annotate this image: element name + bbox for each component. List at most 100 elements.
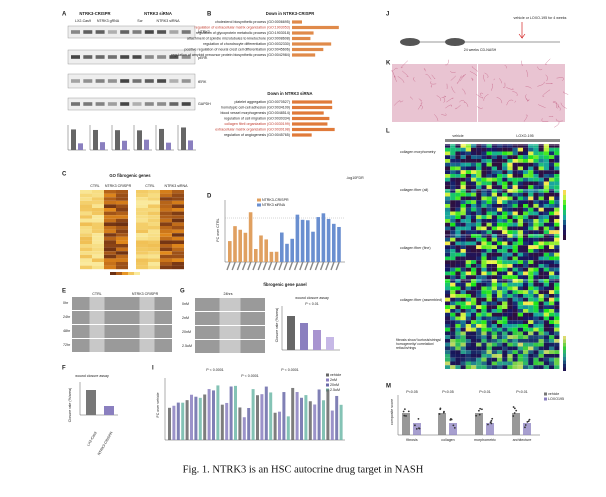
heat-cell — [554, 332, 559, 336]
heat-cell — [533, 185, 538, 189]
heat-cell — [513, 324, 518, 328]
heat-cell — [539, 343, 544, 347]
heat-cell — [507, 219, 512, 223]
row-label: collagen fiber (assembled) — [400, 298, 442, 302]
heat-cell — [507, 350, 512, 354]
heat-cell — [497, 197, 502, 201]
heat-cell — [80, 194, 92, 198]
heat-cell — [513, 268, 518, 272]
heat-cell — [148, 258, 160, 262]
heat-cell — [533, 204, 538, 208]
heat-cell — [544, 283, 549, 287]
heat-cell — [136, 197, 148, 201]
heat-cell — [455, 283, 460, 287]
heat-cell — [507, 309, 512, 313]
heat-cell — [554, 208, 559, 212]
heat-cell — [554, 320, 559, 324]
heat-cell — [160, 212, 172, 216]
heat-cell — [539, 178, 544, 182]
heat-cell — [466, 350, 471, 354]
heat-cell — [455, 223, 460, 227]
heat-cell — [518, 182, 523, 186]
heat-cell — [492, 305, 497, 309]
heat-cell — [518, 163, 523, 167]
heat-cell — [549, 350, 554, 354]
heat-cell — [497, 287, 502, 291]
heat-cell — [92, 230, 104, 234]
col-label: vehicle — [452, 134, 463, 138]
heat-cell — [471, 148, 476, 152]
heat-cell — [160, 266, 172, 270]
heat-cell — [533, 174, 538, 178]
heat-cell — [445, 230, 450, 234]
heat-cell — [450, 219, 455, 223]
heat-cell — [466, 249, 471, 253]
heat-cell — [554, 275, 559, 279]
heat-cell — [497, 290, 502, 294]
heat-cell — [528, 204, 533, 208]
heat-cell — [533, 144, 538, 148]
heat-cell — [487, 230, 492, 234]
band — [108, 30, 117, 34]
heat-cell — [544, 234, 549, 238]
heat-cell — [116, 190, 128, 194]
heat-cell — [549, 264, 554, 268]
heat-cell — [539, 170, 544, 174]
heat-cell — [461, 200, 466, 204]
heat-cell — [523, 253, 528, 257]
bar — [203, 394, 206, 440]
heat-cell — [445, 208, 450, 212]
heat-cell — [471, 317, 476, 321]
row-label: 20nM — [182, 330, 191, 334]
heat-cell — [455, 350, 460, 354]
heat-cell — [523, 317, 528, 321]
heat-cell — [471, 362, 476, 366]
heat-cell — [554, 200, 559, 204]
band — [133, 30, 142, 34]
heat-cell — [80, 262, 92, 266]
heat-cell — [533, 197, 538, 201]
heat-cell — [518, 272, 523, 276]
heat-cell — [523, 189, 528, 193]
heat-cell — [471, 313, 476, 317]
heat-cell — [528, 170, 533, 174]
heat-cell — [450, 242, 455, 246]
wound-gap — [140, 311, 155, 324]
bar — [304, 395, 307, 440]
heat-cell — [455, 317, 460, 321]
heat-cell — [450, 305, 455, 309]
heat-cell — [513, 170, 518, 174]
tick — [243, 262, 246, 270]
heat-cell — [549, 245, 554, 249]
heat-cell — [513, 223, 518, 227]
col-label: NTRK3 CRISPR — [105, 184, 132, 188]
heat-cell — [466, 272, 471, 276]
heat-cell — [450, 347, 455, 351]
heat-cell — [528, 313, 533, 317]
heat-cell — [461, 290, 466, 294]
heat-cell — [554, 343, 559, 347]
heat-cell — [502, 328, 507, 332]
heat-cell — [533, 208, 538, 212]
heat-cell — [518, 347, 523, 351]
heat-cell — [528, 234, 533, 238]
heat-cell — [104, 233, 116, 237]
heat-cell — [455, 253, 460, 257]
heat-cell — [518, 223, 523, 227]
heat-cell — [539, 234, 544, 238]
heat-cell — [544, 328, 549, 332]
heat-cell — [481, 163, 486, 167]
heat-cell — [549, 358, 554, 362]
heat-cell — [533, 152, 538, 156]
heat-cell — [533, 339, 538, 343]
heat-cell — [455, 343, 460, 347]
heat-cell — [518, 242, 523, 246]
heat-cell — [507, 324, 512, 328]
heat-cell — [455, 155, 460, 159]
heat-cell — [481, 197, 486, 201]
heat-cell — [539, 305, 544, 309]
heat-cell — [476, 230, 481, 234]
heat-cell — [497, 257, 502, 261]
heat-cell — [455, 294, 460, 298]
mouse — [400, 38, 420, 46]
